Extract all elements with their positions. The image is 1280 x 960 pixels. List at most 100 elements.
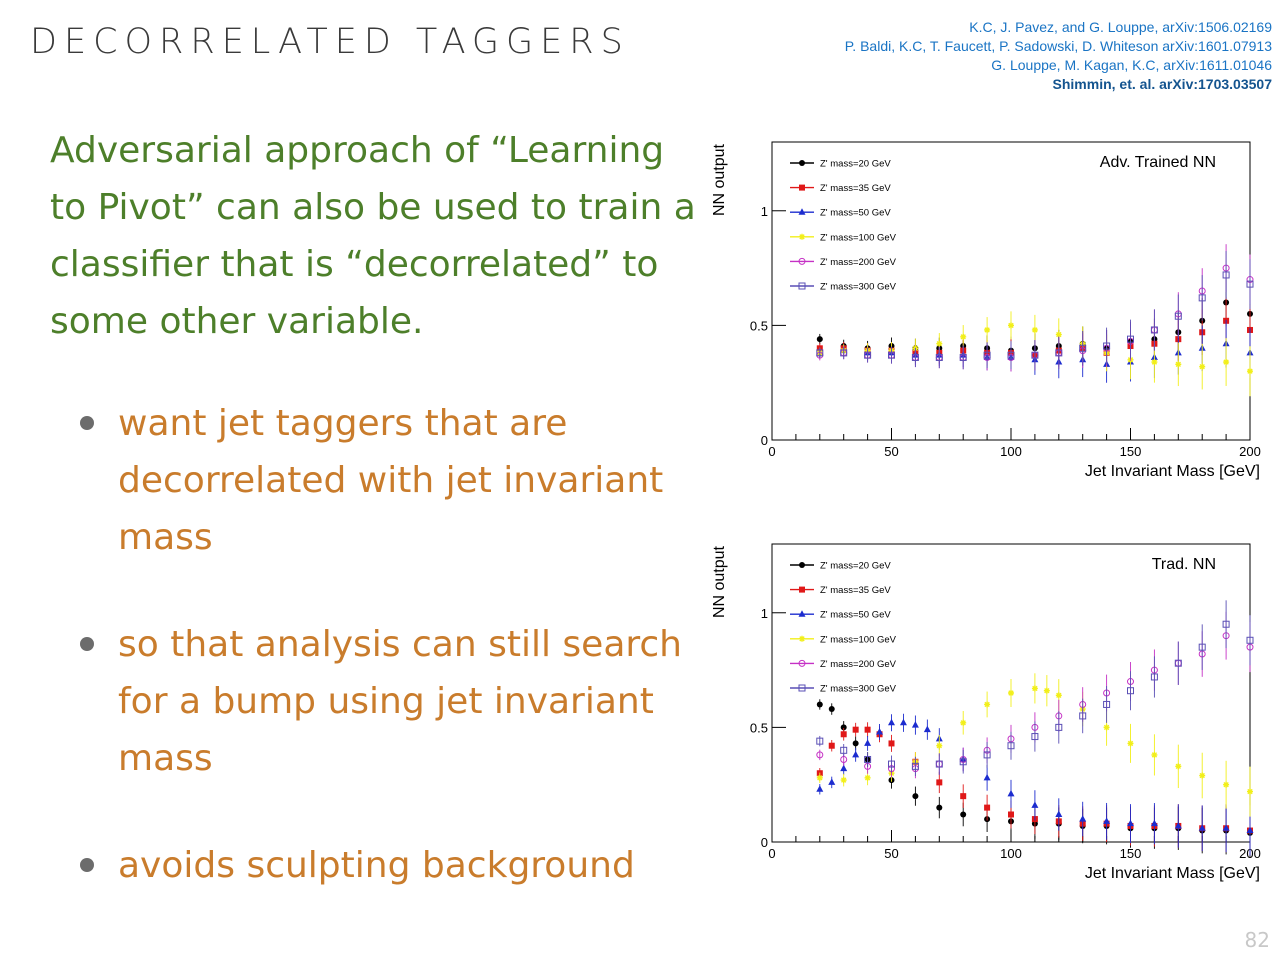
data-point: [1127, 335, 1134, 343]
chart-title: Adv. Trained NN: [1100, 154, 1216, 171]
legend: Z' mass=20 GeV Z' mass=35 GeV Z' mass=50 G…: [790, 159, 897, 293]
data-point: [1127, 740, 1134, 747]
legend-label: Z' mass=50 GeV: [820, 208, 891, 219]
legend-label: Z' mass=35 GeV: [820, 585, 891, 596]
x-tick-label: 0: [768, 444, 775, 459]
bullet-item: want jet taggers that are decorrelated w…: [76, 395, 696, 566]
data-point: [1007, 789, 1015, 797]
data-point: [1199, 363, 1206, 370]
data-point: [1008, 811, 1014, 818]
slide-title: DECORRELATED TAGGERS: [30, 22, 630, 62]
data-point: [1103, 724, 1110, 731]
data-point: [1222, 271, 1230, 279]
page-number: 82: [1244, 928, 1270, 952]
data-point: [1223, 359, 1230, 366]
data-point: [840, 731, 847, 738]
data-point: [1198, 824, 1206, 831]
y-tick-label: 1: [761, 606, 768, 621]
data-point: [1151, 359, 1158, 366]
data-point: [816, 774, 823, 781]
data-point: [960, 719, 967, 726]
data-point: [1055, 692, 1062, 699]
data-point: [1150, 673, 1158, 681]
data-point: [1222, 620, 1230, 628]
legend-label: Z' mass=100 GeV: [820, 232, 897, 243]
legend-marker: [798, 659, 806, 667]
data-point: [1055, 810, 1063, 817]
bullet-dot-icon: [80, 858, 94, 872]
data-point: [1175, 763, 1182, 770]
x-tick-label: 100: [1000, 444, 1022, 459]
data-point: [1103, 700, 1111, 708]
data-point: [1007, 742, 1015, 750]
data-point: [983, 351, 991, 359]
data-point: [1007, 351, 1015, 359]
series-5: [816, 251, 1254, 371]
data-point: [1079, 815, 1087, 822]
data-point: [935, 353, 943, 361]
data-point: [899, 718, 907, 726]
data-point: [816, 751, 824, 759]
data-point: [1198, 643, 1206, 651]
data-point: [864, 739, 872, 746]
data-point: [936, 742, 943, 749]
x-tick-label: 150: [1120, 846, 1142, 861]
data-point: [852, 750, 860, 758]
legend-marker: [799, 562, 805, 568]
data-point: [1031, 685, 1038, 692]
data-point: [828, 706, 835, 713]
legend-label: Z' mass=35 GeV: [820, 183, 891, 194]
data-point: [1246, 280, 1254, 288]
bullet-dot-icon: [80, 416, 94, 430]
chart-title: Trad. NN: [1152, 556, 1216, 573]
references: K.C, J. Pavez, and G. Louppe, arXiv:1506…: [845, 18, 1272, 94]
legend-label: Z' mass=20 GeV: [820, 561, 891, 572]
legend-label: Z' mass=20 GeV: [820, 159, 891, 170]
data-point: [816, 737, 824, 745]
series-5: [816, 600, 1254, 776]
data-point: [936, 804, 943, 811]
intro-text: Adversarial approach of “Learning to Piv…: [50, 130, 696, 342]
legend-label: Z' mass=300 GeV: [820, 282, 897, 293]
data-point: [935, 760, 943, 768]
data-point: [828, 778, 836, 785]
reference-4: Shimmin, et. al. arXiv:1703.03507: [1052, 76, 1272, 92]
data-point: [1031, 733, 1039, 741]
x-tick-label: 150: [1120, 444, 1142, 459]
data-point: [984, 701, 991, 708]
reference-1: K.C, J. Pavez, and G. Louppe, arXiv:1506…: [969, 19, 1272, 35]
data-point: [840, 724, 847, 731]
data-point: [1151, 751, 1158, 758]
data-point: [983, 751, 991, 759]
legend-label: Z' mass=200 GeV: [820, 659, 897, 670]
data-point: [852, 726, 859, 733]
x-tick-label: 0: [768, 846, 775, 861]
x-tick-label: 100: [1000, 846, 1022, 861]
data-point: [816, 336, 823, 343]
data-point: [1127, 687, 1134, 695]
data-point: [911, 762, 919, 770]
bullet-dot-icon: [80, 637, 94, 651]
legend-marker: [798, 610, 806, 617]
data-point: [864, 726, 871, 733]
data-point: [936, 340, 943, 347]
x-tick-label: 200: [1239, 444, 1261, 459]
data-point: [1199, 772, 1206, 779]
data-point: [816, 349, 824, 357]
data-point: [1103, 817, 1111, 824]
data-point: [1079, 344, 1087, 352]
legend-marker: [798, 282, 806, 290]
y-axis-label: NN output: [711, 545, 728, 618]
data-point: [1246, 826, 1254, 834]
legend: Z' mass=20 GeV Z' mass=35 GeV Z' mass=50 G…: [790, 561, 897, 695]
reference-3: G. Louppe, M. Kagan, K.C, arXiv:1611.010…: [991, 57, 1272, 73]
x-tick-label: 50: [884, 846, 898, 861]
x-axis-label: Jet Invariant Mass [GeV]: [1085, 463, 1260, 480]
data-point: [1055, 723, 1063, 731]
data-point: [1008, 690, 1014, 696]
data-point: [959, 758, 967, 766]
data-point: [1223, 781, 1230, 788]
legend-marker: [799, 635, 805, 642]
data-point: [816, 785, 824, 792]
